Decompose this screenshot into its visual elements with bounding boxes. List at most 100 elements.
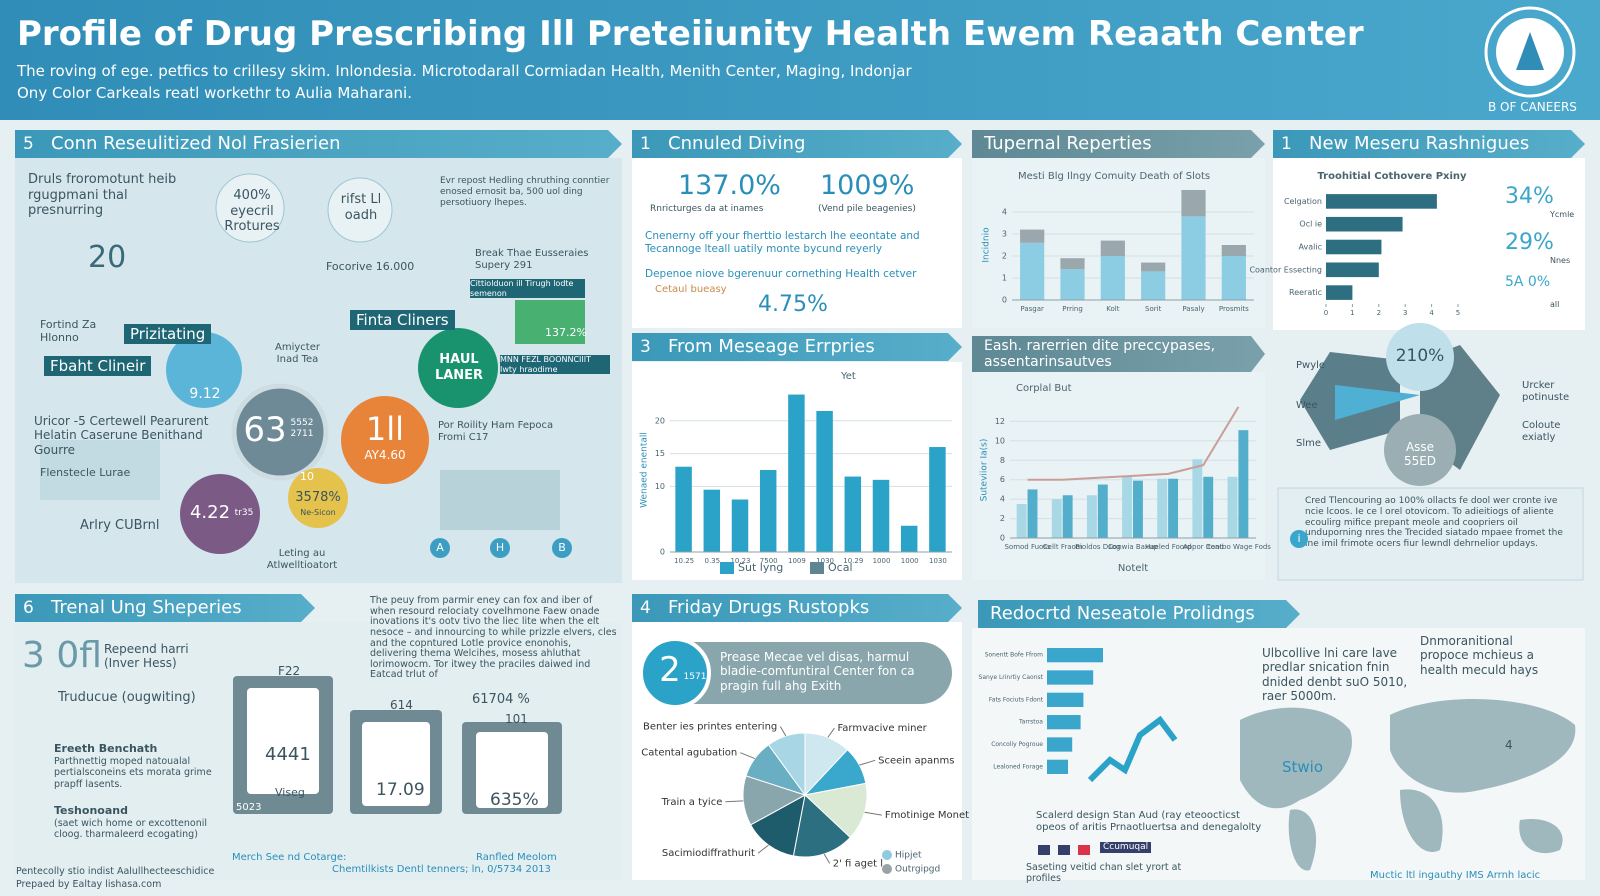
- card-inner: [362, 722, 430, 806]
- stat: 1009%: [820, 170, 915, 201]
- y-tick-label: 10: [995, 436, 1005, 445]
- bar-segment: [1020, 242, 1045, 300]
- dot: [552, 538, 572, 558]
- y-tick-label: 3: [1002, 230, 1007, 239]
- bar: [1192, 459, 1203, 538]
- logo: [1484, 6, 1576, 98]
- panel-title: From Meseage Errpries: [668, 336, 875, 357]
- label: Uricor -5 Certewell Pearurent Helatin Ca…: [34, 414, 209, 457]
- chart-label: Yet: [840, 371, 856, 382]
- building-icon: [40, 440, 160, 500]
- info-box: [1277, 487, 1584, 581]
- bar: [1326, 239, 1382, 255]
- bar: [1062, 495, 1073, 538]
- bar: [1122, 476, 1132, 538]
- feature-text: (saet wich home or excottenonil cloog. t…: [54, 818, 208, 841]
- title: Profile of Drug Prescribing Ill Preteiiu…: [17, 14, 1364, 54]
- circle: [341, 396, 429, 484]
- dot: [490, 538, 510, 558]
- bar-segment: [1020, 229, 1045, 243]
- y-tick-label: 20: [655, 416, 665, 425]
- tag: MNN FEZL BOONNCIIIT Iwty hraodime: [500, 355, 610, 375]
- stat-unit: all: [1550, 300, 1560, 309]
- x-tick-label: Sorit: [1145, 305, 1162, 313]
- y-tick-label: Lealoned Forage: [993, 763, 1043, 770]
- map-land: [1240, 707, 1352, 809]
- x-tick-label: 2: [1377, 309, 1381, 317]
- pct: 61704 %: [472, 692, 530, 707]
- panel-header: Redocrtd Neseatole Prolidngs: [978, 600, 1300, 628]
- card-top: 614: [390, 698, 413, 712]
- x-tick-label: Somod Fuoss: [1004, 543, 1051, 551]
- circle-text: 9.12: [189, 386, 221, 402]
- swatch: [1058, 845, 1070, 855]
- bar: [1157, 478, 1168, 538]
- bar: [1133, 480, 1143, 538]
- x-tick-label: 1: [1350, 309, 1354, 317]
- x-tick-label: 5: [1456, 309, 1460, 317]
- bar: [816, 410, 833, 552]
- x-axis-label: Notelt: [1118, 563, 1148, 574]
- x-tick-label: 1009: [788, 557, 806, 565]
- leader: [740, 752, 756, 760]
- panel-header: 4 Friday Drugs Rustopks: [632, 594, 962, 622]
- map-land: [1390, 698, 1576, 793]
- bar: [1027, 489, 1038, 538]
- leader: [823, 853, 831, 864]
- bar-segment: [1141, 271, 1166, 300]
- panel-header: 6 Trenal Ung Sheperies: [15, 594, 315, 622]
- logo-icon: [1516, 32, 1544, 70]
- legend-label: Ocal: [828, 561, 853, 574]
- text: Dnmoranitional propoce mchieus a health …: [1420, 634, 1539, 677]
- item: Truducue (ougwiting): [58, 690, 196, 705]
- stat: 137.0%: [678, 170, 781, 201]
- x-tick-label: Centoo Wage Fods: [1206, 543, 1271, 551]
- x-tick-label: Conwia Baxup: [1108, 543, 1158, 551]
- line: [1027, 406, 1240, 481]
- feature-title: Ereeth Benchath: [54, 742, 158, 755]
- footer: Muctic ltl ingauthy IMS Arrnh lacic: [1370, 870, 1541, 881]
- panel-title: Cnnuled Diving: [668, 133, 806, 154]
- pill-text: Prease Mecae vel disas, harmul bladie-co…: [720, 650, 915, 693]
- panel-title: Tupernal Reperties: [984, 133, 1152, 154]
- letter: A: [436, 541, 444, 554]
- card-tag: Viseg: [275, 786, 305, 799]
- x-tick-label: Bioldos Dsog: [1075, 543, 1120, 551]
- y-tick-label: 15: [655, 449, 665, 458]
- label: 137.2%: [545, 326, 587, 339]
- circle-text: 63: [243, 410, 287, 450]
- y-tick-label: Concoliy Pogroue: [991, 741, 1043, 748]
- y-tick-label: Avalic: [1299, 243, 1322, 252]
- bar-segment: [1221, 245, 1246, 256]
- leader: [864, 811, 882, 816]
- slice-label: 2' fi aget l: [833, 858, 883, 869]
- panel-header: 5 Conn Reseulitized Nol Frasierien: [15, 130, 622, 158]
- y-tick-label: 8: [1000, 456, 1005, 465]
- circle: [288, 468, 348, 528]
- bar: [1047, 759, 1068, 774]
- circle-text: 4.22: [189, 502, 231, 523]
- panel-title: Eash. rarerrien dite preccypases, assent…: [984, 338, 1216, 370]
- header-bg: [0, 0, 1600, 120]
- panel-title: New Meseru Rashnigues: [1309, 133, 1530, 154]
- x-tick-label: Prosmits: [1219, 305, 1249, 313]
- text: Ulbcollive lni care lave predlar snicati…: [1262, 646, 1408, 704]
- circle-text: 10: [300, 470, 314, 483]
- bar: [1016, 504, 1027, 538]
- circle: [166, 332, 242, 408]
- swatch: [1038, 845, 1050, 855]
- panel-title: Redocrtd Neseatole Prolidngs: [990, 603, 1255, 624]
- bar-segment: [1100, 256, 1125, 300]
- panel-header: Tupernal Reperties: [972, 130, 1265, 158]
- leader: [779, 726, 787, 737]
- stat-label: (Vend pile beagenies): [818, 204, 916, 214]
- info-icon: i: [1290, 530, 1308, 548]
- footer-label: Chemtilkists Dentl tenners; ln, 0/5734 2…: [332, 864, 551, 875]
- label: Arlry CUBrnl: [80, 518, 160, 533]
- bar: [1047, 692, 1084, 707]
- bar: [872, 479, 890, 552]
- legend-label: Sut lyng: [738, 561, 783, 574]
- label: Flenstecle Lurae: [40, 466, 131, 479]
- footnote: Pentecolly stio indist Aalullhecteeschid…: [16, 866, 215, 877]
- bar: [1047, 737, 1073, 752]
